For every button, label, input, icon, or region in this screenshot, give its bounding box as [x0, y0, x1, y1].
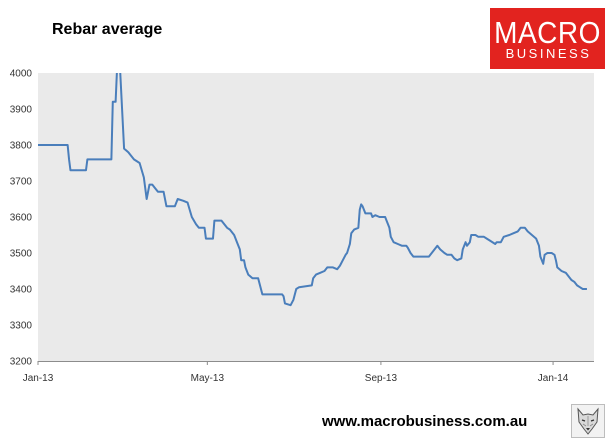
- y-tick-label: 3600: [10, 213, 33, 224]
- x-tick-label: Jan-13: [23, 373, 54, 384]
- logo-text-business: BUSINESS: [505, 46, 592, 61]
- y-tick-label: 3400: [10, 285, 33, 296]
- footer-url: www.macrobusiness.com.au: [322, 413, 528, 430]
- y-tick-label: 3700: [10, 177, 33, 188]
- series-line: [38, 73, 587, 307]
- y-tick-label: 4000: [10, 69, 33, 80]
- x-tick-label: Sep-13: [365, 373, 398, 384]
- plot-area: [38, 73, 594, 361]
- y-tick-label: 3200: [10, 357, 33, 368]
- chart-title: Rebar average: [52, 21, 163, 38]
- x-axis: Jan-13 May-13 Sep-13 Jan-14: [23, 373, 569, 384]
- y-tick-label: 3500: [10, 249, 33, 260]
- macrobusiness-logo: MACRO BUSINESS: [490, 8, 605, 69]
- wolf-logo-icon: [571, 404, 605, 438]
- y-tick-label: 3300: [10, 321, 33, 332]
- logo-text-macro: MACRO: [494, 15, 601, 50]
- x-tick-label: May-13: [191, 373, 225, 384]
- y-axis: 4000 3900 3800 3700 3600 3500 3400 3300 3200: [10, 69, 33, 368]
- y-tick-label: 3900: [10, 105, 33, 116]
- y-tick-label: 3800: [10, 141, 33, 152]
- x-tick-label: Jan-14: [538, 373, 569, 384]
